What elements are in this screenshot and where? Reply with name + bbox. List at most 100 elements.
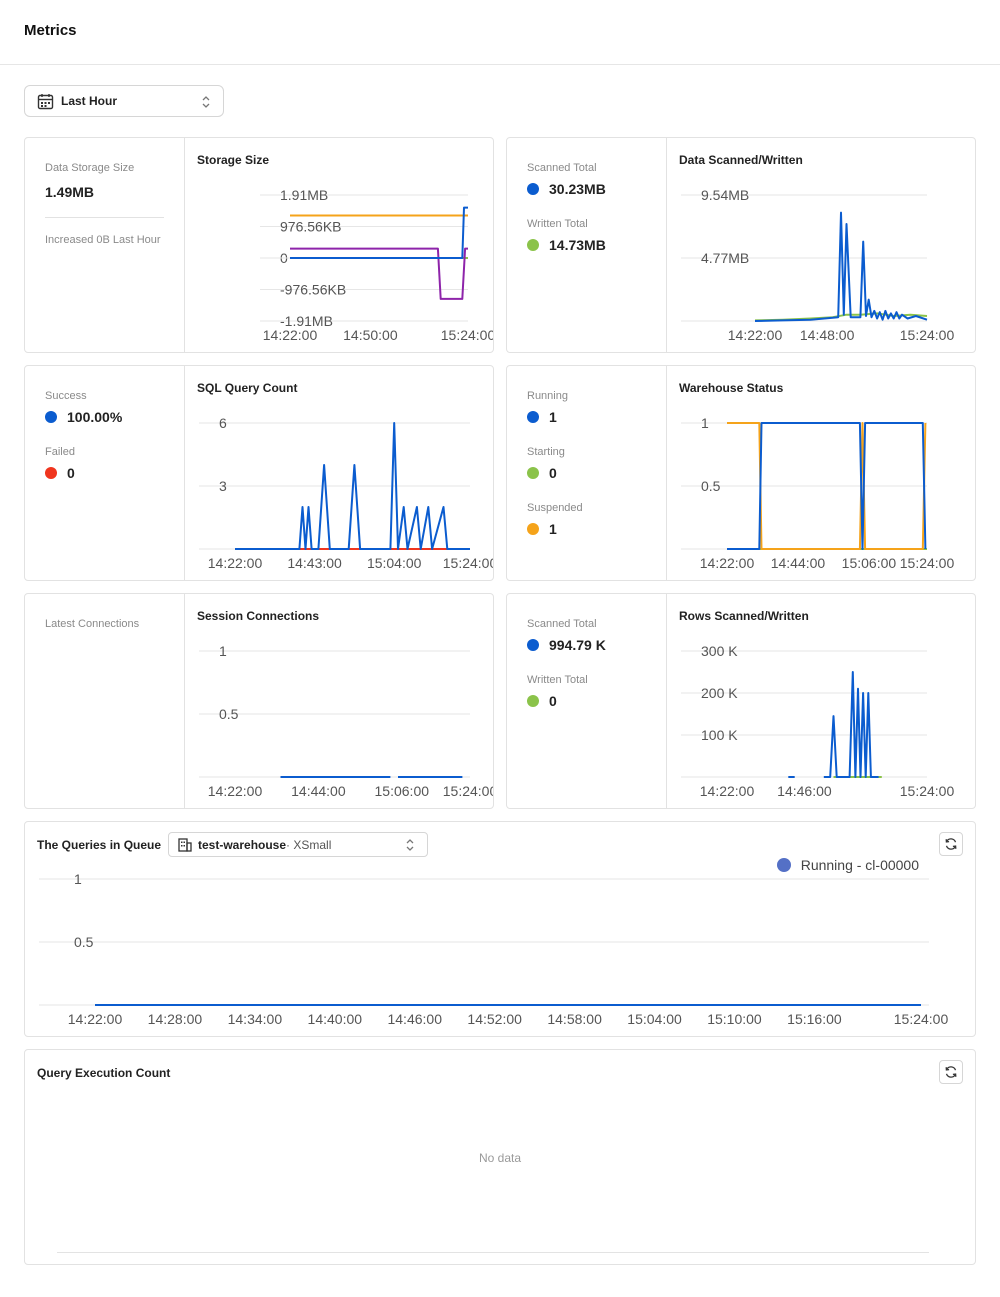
queue-card: The Queries in Queue test-warehouse · XS… bbox=[24, 821, 976, 1037]
warehouse-select[interactable]: test-warehouse · XSmall bbox=[168, 832, 428, 857]
rows-written-label: Written Total bbox=[527, 674, 588, 686]
x-tick-label: 15:06:00 bbox=[375, 783, 430, 799]
sql-query-card: Success 100.00% Failed 0 SQL Query Count… bbox=[24, 365, 494, 581]
x-tick-label: 14:22:00 bbox=[208, 555, 263, 571]
increase-label: Increased 0B Last Hour bbox=[45, 234, 161, 246]
scanned-total-value: 30.23MB bbox=[527, 181, 606, 197]
series-line-purple bbox=[290, 247, 468, 300]
sql-query-plot: 6 3 14:22:00 14:43:00 15:04:00 15:24:00 bbox=[199, 415, 493, 571]
x-tick-label: 14:44:00 bbox=[291, 783, 346, 799]
x-tick-label: 14:50:00 bbox=[343, 327, 398, 343]
series-line-blue bbox=[754, 211, 928, 322]
x-tick-label: 15:16:00 bbox=[787, 1011, 842, 1027]
x-tick-label: 15:10:00 bbox=[707, 1011, 762, 1027]
y-tick-label: 1 bbox=[701, 415, 709, 431]
y-tick-label: -976.56KB bbox=[280, 282, 346, 298]
sessions-stats: Latest Connections bbox=[25, 594, 185, 808]
queue-plot: 1 0.5 14:22:00 14:28:00 14:34:00 14:40:00 14:4… bbox=[39, 871, 949, 1027]
refresh-icon bbox=[945, 1066, 957, 1078]
sql-query-chart: SQL Query Count 6 3 14:22:00 14:43:00 15:04:… bbox=[185, 366, 493, 580]
storage-stats: Data Storage Size 1.49MB Increased 0B La… bbox=[25, 138, 185, 352]
warehouse-status-plot: 1 0.5 14:22:00 14:44:00 15:06:00 15:24:00 bbox=[681, 415, 954, 571]
data-scanned-card: Scanned Total 30.23MB Written Total 14.7… bbox=[506, 137, 976, 353]
warehouse-status-card: Running 1 Starting 0 Suspended 1 Warehou… bbox=[506, 365, 976, 581]
rows-scanned-plot: 300 K 200 K 100 K 14:22:00 14:46:00 15:24:00 bbox=[681, 643, 955, 799]
green-dot-icon bbox=[527, 695, 539, 707]
series-line-blue bbox=[727, 422, 927, 550]
green-dot-icon bbox=[527, 239, 539, 251]
failed-text: 0 bbox=[67, 465, 75, 481]
success-text: 100.00% bbox=[67, 409, 123, 425]
y-tick-label: 0.5 bbox=[74, 934, 94, 950]
y-tick-label: 1 bbox=[219, 643, 227, 659]
x-tick-label: 14:22:00 bbox=[700, 555, 755, 571]
green-dot-icon bbox=[527, 467, 539, 479]
y-tick-label: -1.91MB bbox=[280, 313, 333, 329]
data-scanned-plot: 9.54MB 4.77MB 14:22:00 14:48:00 15:24:00 bbox=[681, 187, 954, 343]
queue-legend[interactable]: Running - cl-00000 bbox=[776, 857, 919, 873]
suspended-value: 1 bbox=[527, 521, 557, 537]
y-tick-label: 6 bbox=[219, 415, 227, 431]
chart-title: Session Connections bbox=[197, 609, 320, 623]
queue-title: The Queries in Queue bbox=[37, 838, 162, 852]
session-connections-plot: 1 0.5 14:22:00 14:44:00 15:06:00 15:24:00 bbox=[199, 643, 493, 799]
blue-dot-icon bbox=[527, 183, 539, 195]
x-tick-label: 14:28:00 bbox=[148, 1011, 203, 1027]
starting-text: 0 bbox=[549, 465, 557, 481]
blue-dot-icon bbox=[45, 411, 57, 423]
chart-title: Warehouse Status bbox=[679, 381, 784, 395]
execution-refresh-button[interactable] bbox=[939, 1060, 963, 1084]
blue-dot-icon bbox=[527, 639, 539, 651]
blue-dot-icon bbox=[527, 411, 539, 423]
storage-card: Data Storage Size 1.49MB Increased 0B La… bbox=[24, 137, 494, 353]
x-tick-label: 14:22:00 bbox=[68, 1011, 123, 1027]
y-tick-label: 3 bbox=[219, 478, 227, 494]
rows-written-value: 0 bbox=[527, 693, 557, 709]
time-range-select[interactable]: Last Hour bbox=[24, 85, 224, 117]
red-dot-icon bbox=[45, 467, 57, 479]
x-tick-label: 15:24:00 bbox=[894, 1011, 949, 1027]
written-total-text: 14.73MB bbox=[549, 237, 606, 253]
chart-title: Data Scanned/Written bbox=[679, 153, 803, 167]
x-tick-label: 15:06:00 bbox=[842, 555, 897, 571]
x-tick-label: 14:48:00 bbox=[800, 327, 855, 343]
time-range-value: Last Hour bbox=[61, 94, 118, 108]
suspended-text: 1 bbox=[549, 521, 557, 537]
failed-label: Failed bbox=[45, 446, 75, 458]
x-tick-label: 14:44:00 bbox=[771, 555, 826, 571]
data-storage-size-label: Data Storage Size bbox=[45, 162, 135, 174]
data-scanned-stats: Scanned Total 30.23MB Written Total 14.7… bbox=[507, 138, 667, 352]
calendar-icon bbox=[37, 93, 54, 109]
storage-size-chart: Storage Size 1.91MB 976.56KB 0 -976.56KB -1.… bbox=[185, 138, 493, 352]
data-storage-size-value: 1.49MB bbox=[45, 184, 95, 200]
chart-title: Rows Scanned/Written bbox=[679, 609, 809, 623]
x-tick-label: 14:52:00 bbox=[467, 1011, 522, 1027]
execution-card: Query Execution Count No data bbox=[24, 1049, 976, 1265]
scanned-total-text: 30.23MB bbox=[549, 181, 606, 197]
warehouse-status-chart: Warehouse Status 1 0.5 14:22:00 14:44:00 15:… bbox=[667, 366, 975, 580]
written-total-value: 14.73MB bbox=[527, 237, 606, 253]
y-tick-label: 200 K bbox=[701, 685, 738, 701]
legend-dot-icon bbox=[776, 858, 791, 872]
y-tick-label: 0.5 bbox=[219, 706, 239, 722]
queue-refresh-button[interactable] bbox=[939, 832, 963, 856]
rows-stats: Scanned Total 994.79 K Written Total 0 bbox=[507, 594, 667, 808]
failed-value: 0 bbox=[45, 465, 75, 481]
data-scanned-chart: Data Scanned/Written 9.54MB 4.77MB 14:22:0… bbox=[667, 138, 975, 352]
x-tick-label: 15:24:00 bbox=[900, 783, 955, 799]
warehouse-icon bbox=[178, 837, 192, 852]
running-text: 1 bbox=[549, 409, 557, 425]
success-value: 100.00% bbox=[45, 409, 122, 425]
scanned-total-label: Scanned Total bbox=[527, 162, 597, 174]
y-tick-label: 1 bbox=[74, 871, 82, 887]
x-tick-label: 14:34:00 bbox=[228, 1011, 283, 1027]
legend-label: Running - cl-00000 bbox=[800, 857, 919, 873]
warehouse-size: · XSmall bbox=[286, 837, 332, 852]
warehouse-name: test-warehouse bbox=[198, 837, 287, 852]
x-tick-label: 14:46:00 bbox=[777, 783, 832, 799]
no-data-text: No data bbox=[478, 1151, 522, 1165]
sql-query-stats: Success 100.00% Failed 0 bbox=[25, 366, 185, 580]
starting-value: 0 bbox=[527, 465, 557, 481]
execution-title: Query Execution Count bbox=[37, 1066, 171, 1080]
